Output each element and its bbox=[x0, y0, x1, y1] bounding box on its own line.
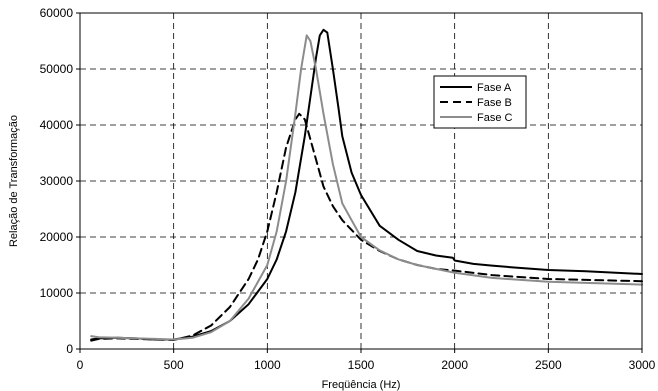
y-tick-label: 10000 bbox=[40, 286, 74, 300]
y-tick-label: 50000 bbox=[40, 62, 74, 76]
x-tick-label: 1500 bbox=[348, 358, 375, 372]
y-tick-label: 20000 bbox=[40, 230, 74, 244]
legend: Fase A Fase B Fase C bbox=[433, 75, 527, 129]
series-line-1 bbox=[90, 28, 643, 341]
legend-label: Fase B bbox=[477, 97, 512, 109]
x-tick-label: 2500 bbox=[535, 358, 562, 372]
legend-box bbox=[433, 75, 527, 129]
y-tick-label: 40000 bbox=[40, 118, 74, 132]
x-tick-label: 1000 bbox=[254, 358, 281, 372]
series-line-3 bbox=[90, 34, 643, 341]
legend-label: Fase C bbox=[477, 112, 513, 124]
y-axis-title: Relação de Transformação bbox=[8, 115, 20, 247]
y-tick-label: 30000 bbox=[40, 174, 74, 188]
tick-labels: 0 500 1000 1500 2000 2500 30000100002000030000… bbox=[40, 6, 656, 372]
x-tick-label: 500 bbox=[164, 358, 184, 372]
x-tick-label: 2000 bbox=[441, 358, 468, 372]
grid bbox=[80, 13, 642, 349]
x-tick-label: 0 bbox=[77, 358, 84, 372]
x-axis-title: Freqüência (Hz) bbox=[322, 379, 401, 391]
x-tick-label: 3000 bbox=[629, 358, 656, 372]
legend-label: Fase A bbox=[477, 82, 512, 94]
series-lines bbox=[90, 28, 643, 342]
y-tick-label: 0 bbox=[66, 342, 73, 356]
y-tick-label: 60000 bbox=[40, 6, 74, 20]
